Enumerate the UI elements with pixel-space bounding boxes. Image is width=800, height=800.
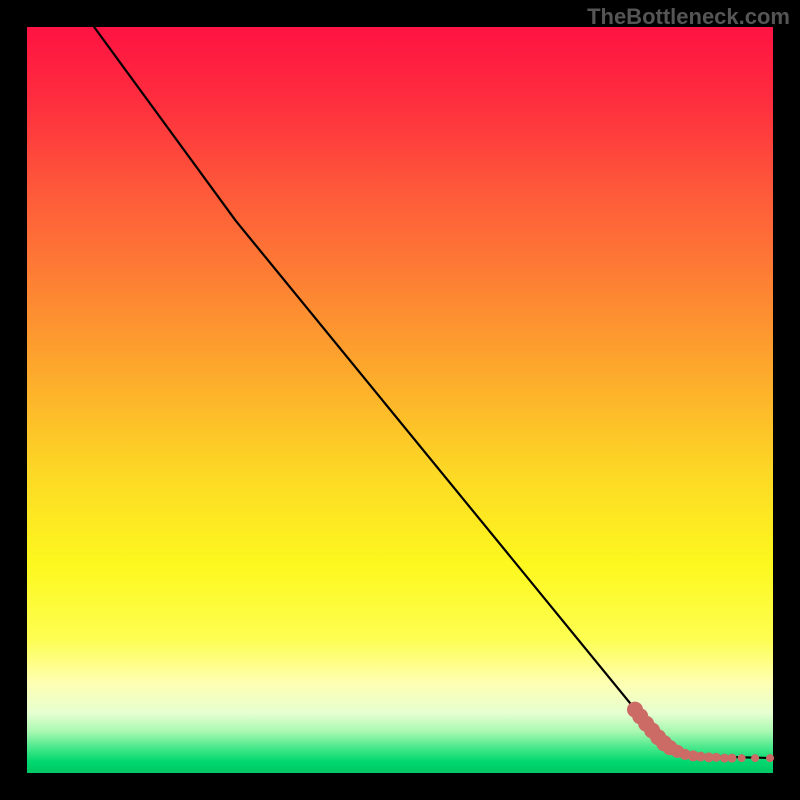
scatter-point [738,754,746,762]
bottleneck-chart [0,0,800,800]
attribution-label: TheBottleneck.com [587,4,790,30]
scatter-point [751,754,759,762]
scatter-point [727,754,736,763]
scatter-point [766,754,774,762]
plot-background [27,27,773,773]
scatter-point [712,753,721,762]
